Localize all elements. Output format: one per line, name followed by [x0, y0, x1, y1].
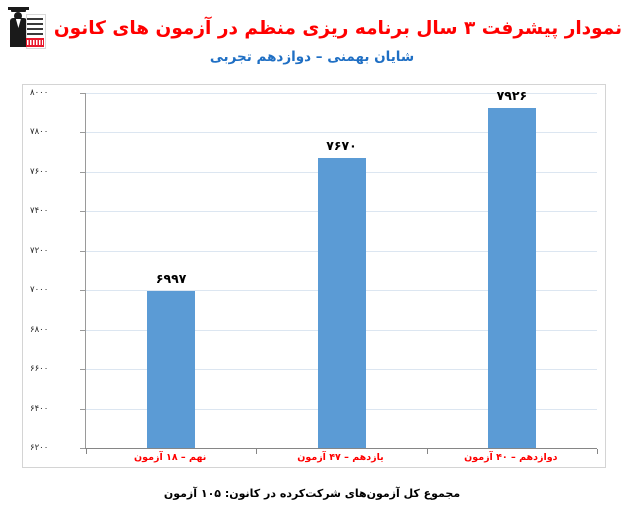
chart-subtitle: شایان بهمنی – دوازدهم تجربی [209, 49, 415, 65]
x-axis-tick [256, 449, 258, 454]
logo-text-line [26, 33, 43, 35]
x-axis-category-label: یازدهم – ۴۷ آزمون [297, 452, 384, 463]
chart-footer-total: مجموع کل آزمون‌های شرکت‌کرده در کانون: ۱… [163, 487, 461, 500]
y-axis-label: ۶۶۰۰ [30, 364, 49, 375]
y-axis-label: ۷۴۰۰ [30, 206, 49, 217]
y-axis-label: ۶۲۰۰ [30, 443, 49, 453]
y-axis-tick [80, 290, 85, 292]
y-axis-tick [80, 211, 85, 213]
chart-header: نمودار پیشرفت ۳ سال برنامه ریزی منظم در … [0, 0, 624, 78]
x-axis-tick [597, 449, 598, 454]
x-axis-line [85, 448, 597, 449]
y-axis-tick [80, 250, 85, 252]
bar-value-label: ۶۹۹۷ [155, 270, 187, 286]
title-row: نمودار پیشرفت ۳ سال برنامه ریزی منظم در … [0, 7, 624, 49]
y-axis-tick [80, 93, 85, 94]
logo-head [14, 11, 23, 20]
bar[interactable] [317, 158, 366, 448]
x-axis-tick [426, 449, 428, 454]
gridline [86, 132, 597, 134]
logo-body [9, 18, 27, 47]
y-axis-label: ۸۰۰۰ [30, 88, 49, 98]
bar-value-label: ۷۹۲۶ [496, 87, 528, 103]
y-axis-label: ۷۰۰۰ [30, 285, 49, 296]
y-axis-tick [80, 448, 85, 449]
chart-title: نمودار پیشرفت ۳ سال برنامه ریزی منظم در … [53, 17, 623, 39]
bar[interactable] [487, 107, 536, 448]
y-axis-tick [80, 369, 85, 371]
logo-badge-text [26, 40, 43, 45]
logo-text-line [26, 23, 43, 25]
y-axis-label: ۶۴۰۰ [30, 403, 49, 414]
bar-value-label: ۷۶۷۰ [326, 138, 357, 154]
y-axis-tick [80, 132, 85, 134]
x-axis-category-label: دوازدهم – ۴۰ آزمون [464, 452, 558, 463]
y-axis-label: ۷۸۰۰ [30, 127, 49, 138]
logo-text-line [26, 28, 43, 30]
logo-collar [15, 19, 21, 28]
y-axis-tick [80, 171, 85, 173]
x-axis-tick [86, 449, 87, 454]
y-axis-tick [80, 408, 85, 410]
gridline [86, 93, 597, 94]
x-axis-category-label: نهم – ۱۸ آزمون [134, 452, 207, 463]
y-axis-line [85, 93, 86, 449]
kanoon-logo-icon [2, 7, 46, 49]
bar[interactable] [147, 290, 196, 448]
y-axis-label: ۷۲۰۰ [30, 245, 49, 256]
logo-text-line [26, 18, 43, 20]
chart-plot-frame: ۶۹۹۷ ۷۶۷۰ ۷۹۲۶ ۶۲۰۰ ۶۴۰۰ ۶۶۰۰ ۶۸۰۰ ۷۰۰۰ ۷۲۰۰ ۷۴۰… [22, 84, 606, 468]
y-axis-label: ۶۸۰۰ [30, 324, 49, 335]
y-axis-tick [80, 329, 85, 331]
plot-area: ۶۹۹۷ ۷۶۷۰ ۷۹۲۶ [86, 88, 597, 448]
y-axis-label: ۷۶۰۰ [30, 166, 49, 177]
logo-cap [10, 8, 26, 12]
